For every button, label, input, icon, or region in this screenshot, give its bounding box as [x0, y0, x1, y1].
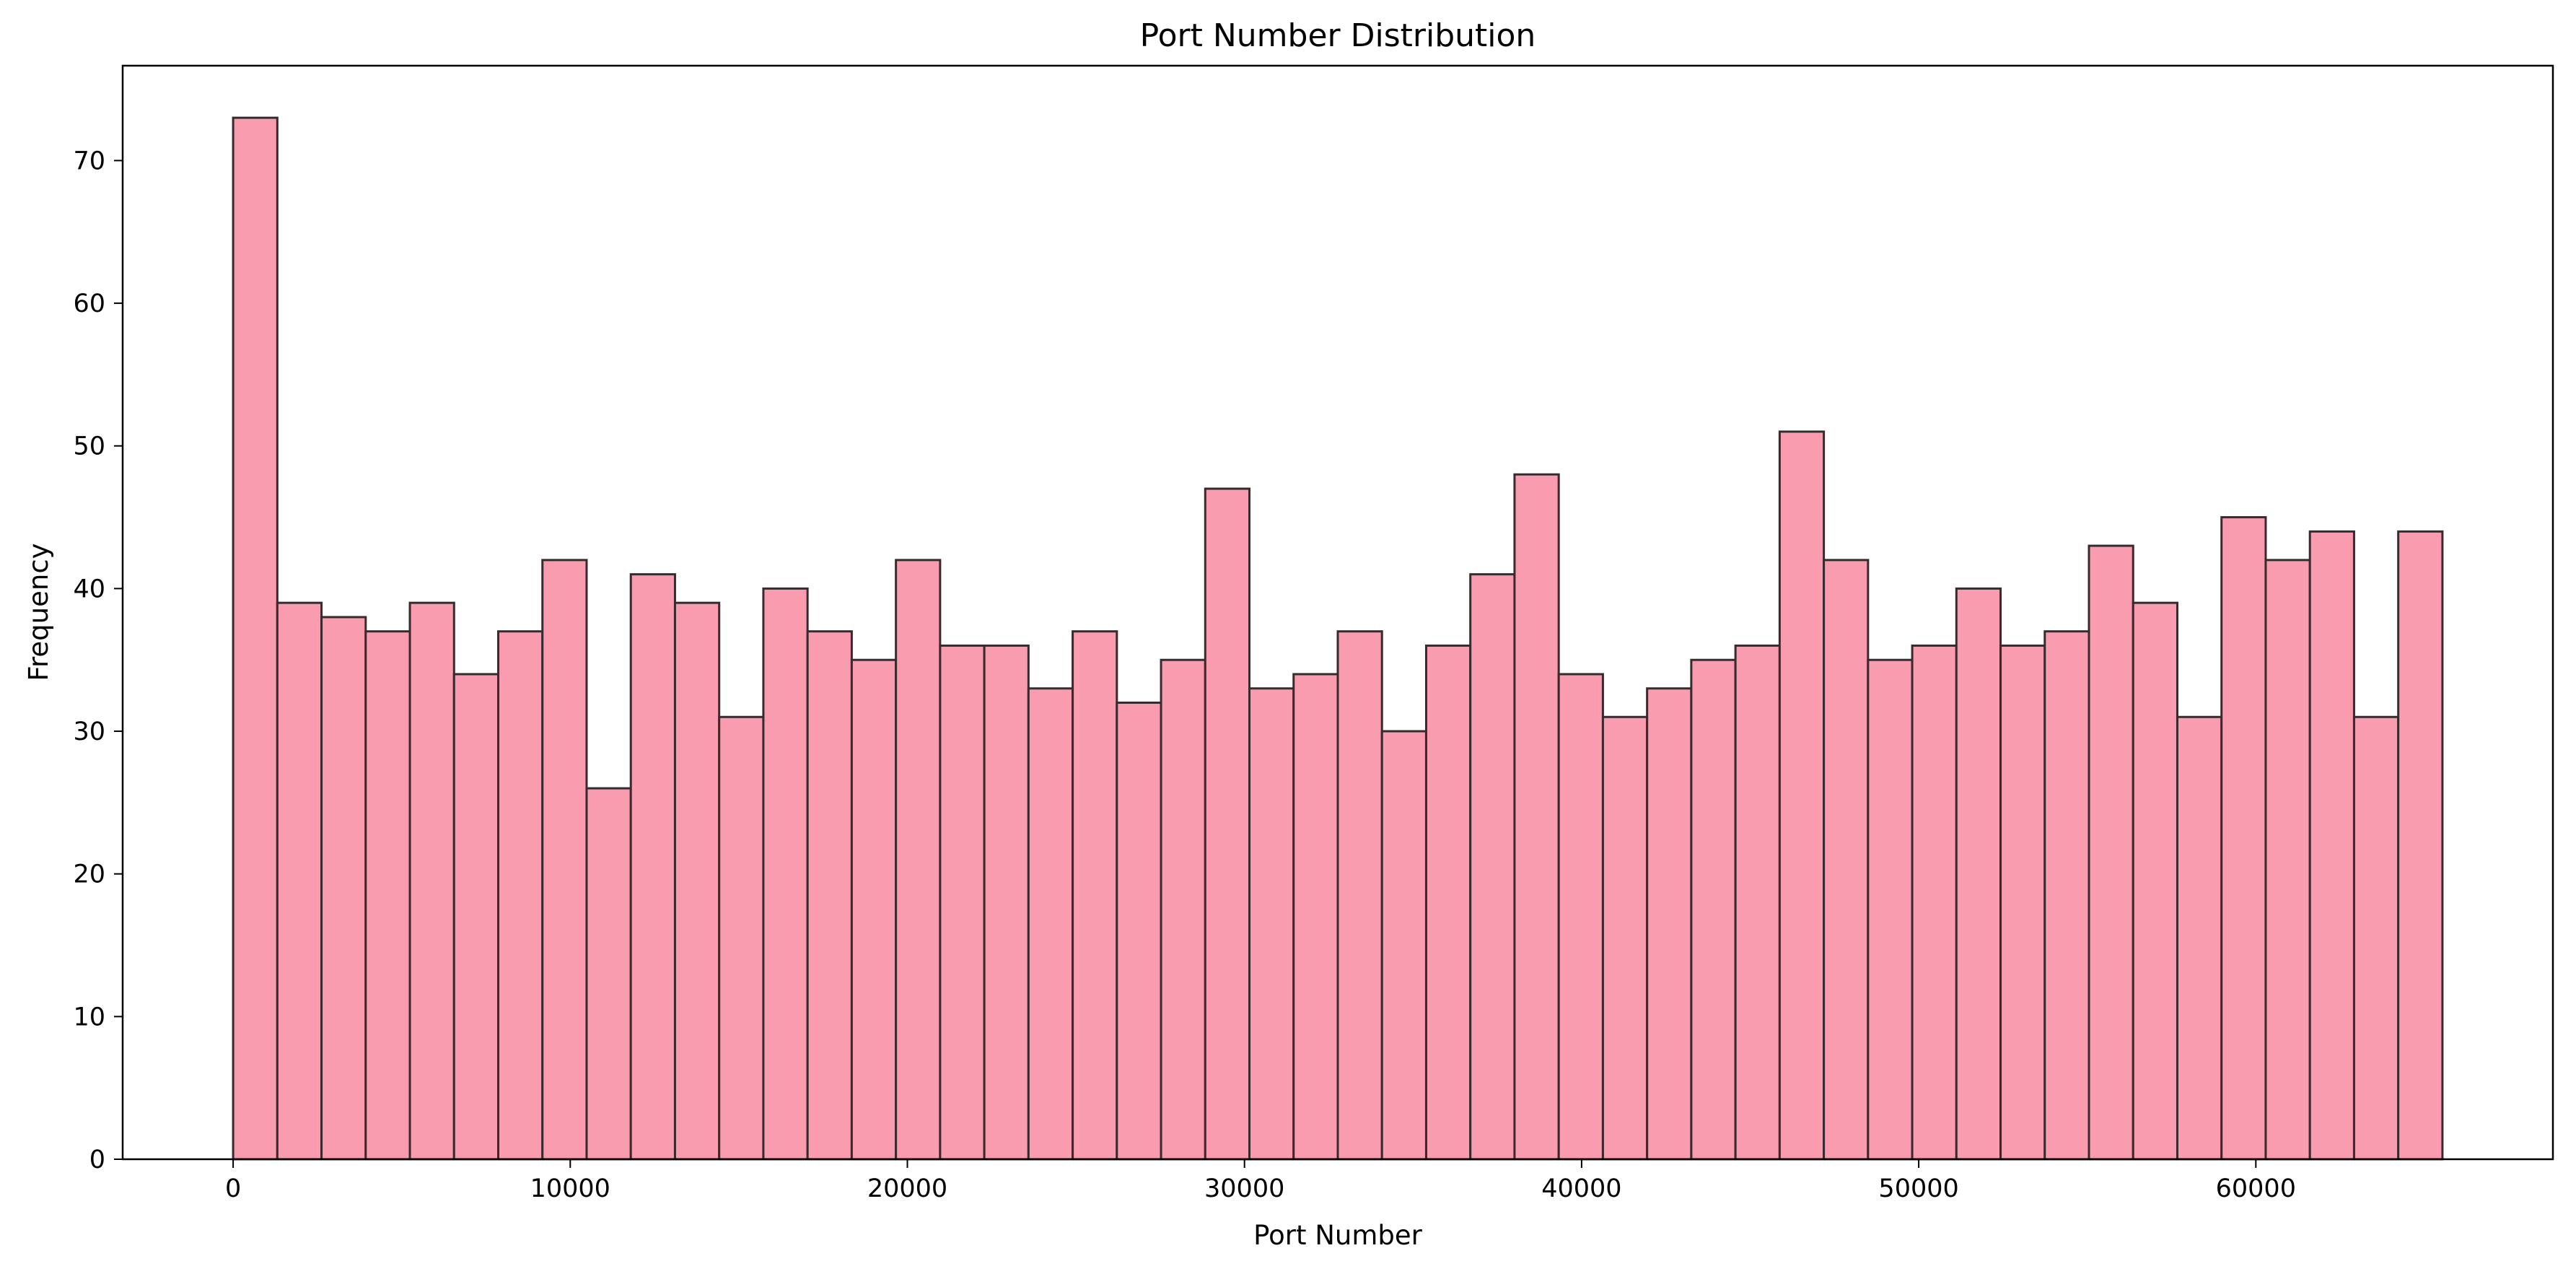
histogram-bar	[983, 644, 1030, 1161]
histogram-bar	[2397, 530, 2444, 1161]
histogram-bar	[718, 715, 765, 1161]
histogram-bar	[320, 616, 367, 1161]
histogram-bar	[364, 630, 411, 1161]
histogram-bar	[1734, 644, 1781, 1161]
histogram-bar	[629, 573, 676, 1161]
histogram-bar	[1380, 730, 1427, 1161]
y-tick-label: 20	[73, 860, 105, 889]
y-tick-label: 0	[89, 1146, 105, 1174]
x-tick-label: 0	[225, 1174, 241, 1203]
histogram-bar	[276, 601, 323, 1161]
x-tick-label: 40000	[1541, 1174, 1621, 1203]
y-tick-label: 70	[73, 147, 105, 175]
y-tick-label: 40	[73, 575, 105, 603]
histogram-bar	[1999, 644, 2046, 1161]
histogram-bar	[2308, 530, 2355, 1161]
histogram-bar	[1557, 673, 1604, 1161]
x-tick-label: 50000	[1878, 1174, 1958, 1203]
x-axis-label: Port Number	[1253, 1220, 1423, 1251]
histogram-bar	[1248, 687, 1295, 1161]
histogram-bar	[2220, 516, 2267, 1161]
y-tick-label: 30	[73, 717, 105, 746]
histogram-bar	[1867, 658, 1914, 1161]
y-axis-label: Frequency	[23, 543, 54, 681]
histogram-bar	[2087, 544, 2134, 1161]
histogram-bar	[762, 587, 809, 1161]
histogram-bar	[1072, 630, 1118, 1161]
histogram-bar	[1601, 715, 1649, 1161]
histogram-bar	[1955, 587, 2002, 1161]
histogram-bar	[1823, 559, 1870, 1161]
x-tick-label: 10000	[530, 1174, 610, 1203]
histogram-bar	[541, 559, 588, 1161]
histogram-bar	[2132, 601, 2178, 1161]
histogram-bar	[1424, 644, 1472, 1161]
histogram-bar	[673, 601, 721, 1161]
y-tick-label: 10	[73, 1003, 105, 1031]
histogram-bar	[1778, 430, 1826, 1161]
histogram-bar	[497, 630, 544, 1161]
y-axis-ticks: 0 10 20 30 40 50 60 70	[73, 147, 123, 1174]
histogram-bar	[452, 673, 500, 1161]
x-tick-label: 20000	[867, 1174, 947, 1203]
histogram-bar	[1469, 573, 1516, 1161]
histogram-bar	[895, 559, 942, 1161]
x-tick-label: 60000	[2216, 1174, 2296, 1203]
histogram-bar	[2043, 630, 2090, 1161]
x-axis-ticks: 0 10000 20000 30000 40000 50000 60000	[225, 1159, 2296, 1203]
histogram-bar	[1116, 702, 1162, 1161]
histogram-bar	[1513, 473, 1560, 1161]
histogram-bar	[1160, 658, 1206, 1161]
histogram-bar	[1690, 658, 1737, 1161]
histogram-bar	[850, 658, 898, 1161]
histogram-bar	[1292, 673, 1339, 1161]
histogram-bar	[1911, 644, 1958, 1161]
histogram-bar	[585, 787, 632, 1161]
histogram-bar	[2352, 715, 2400, 1161]
y-tick-label: 60	[73, 289, 105, 318]
histogram-bar	[1336, 630, 1383, 1161]
x-tick-label: 30000	[1204, 1174, 1284, 1203]
histogram-bar	[1204, 487, 1251, 1161]
chart-title: Port Number Distribution	[1140, 17, 1536, 54]
histogram-bar	[2264, 559, 2311, 1161]
bars-group	[232, 116, 2444, 1161]
y-tick-label: 50	[73, 432, 105, 461]
histogram-bar	[232, 116, 279, 1161]
histogram-bar	[939, 644, 986, 1161]
histogram-bar	[2176, 715, 2223, 1161]
histogram-bar	[806, 630, 853, 1161]
histogram-bar	[1646, 687, 1693, 1161]
plot-frame	[121, 64, 2554, 1161]
histogram-bar	[408, 601, 455, 1161]
histogram-bar	[1027, 687, 1074, 1161]
